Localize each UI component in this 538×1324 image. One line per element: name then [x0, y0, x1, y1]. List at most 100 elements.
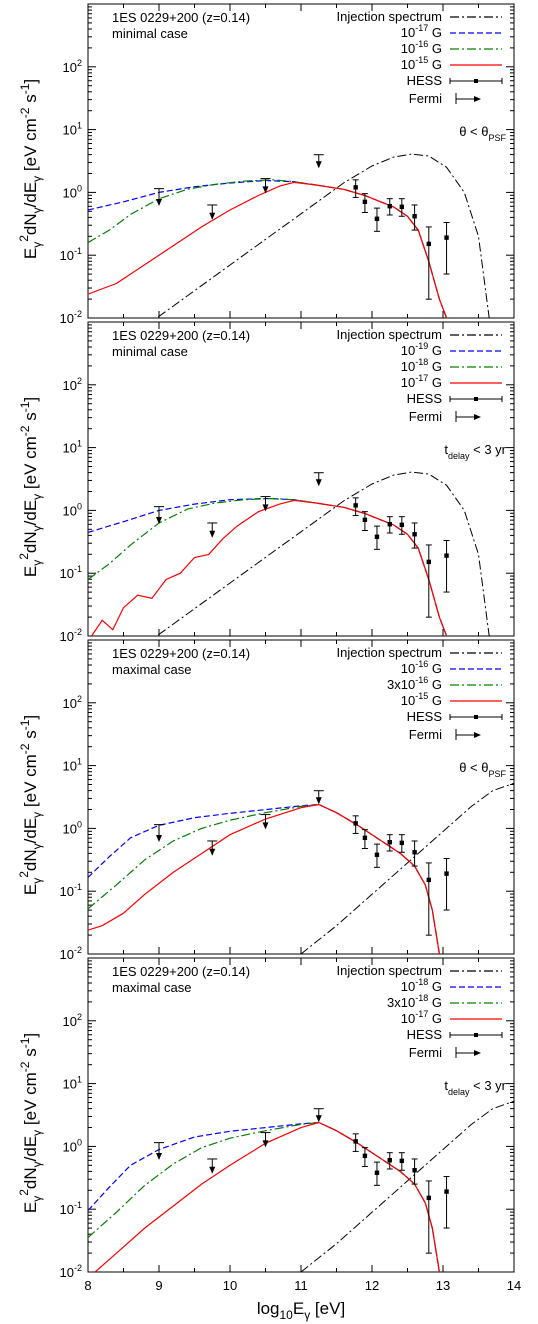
y-tick-label: 102 [63, 58, 82, 75]
y-axis-label: Eγ2dNγ/dEγ [eV cm-2 s-1] [17, 1033, 44, 1213]
fermi-arrow [156, 198, 162, 206]
hess-point [444, 871, 449, 876]
fermi-arrow [156, 834, 162, 842]
fermi-arrow [315, 1115, 322, 1123]
legend-label: Injection spectrum [337, 963, 443, 978]
y-tick-label: 101 [63, 121, 82, 138]
cut-label: θ < θPSF [459, 760, 506, 779]
series-line-2 [88, 803, 440, 954]
fermi-arrow [262, 822, 269, 830]
legend-label: 10-15 G [401, 691, 442, 708]
case-label: minimal case [112, 344, 188, 359]
hess-point [399, 840, 405, 846]
legend-label: 10-18 G [401, 977, 442, 994]
legend-label: HESS [407, 391, 443, 406]
series-line-1 [88, 497, 448, 636]
fermi-arrow [209, 212, 216, 220]
legend-label: Injection spectrum [337, 327, 443, 342]
y-tick-label: 10-1 [60, 882, 82, 899]
chart-panel-2: 10-2 10-1 100 101 102 Eγ2dNγ/dEγ [eV cm-2 s-1… [17, 321, 515, 644]
y-tick-label: 10-1 [60, 564, 82, 581]
legend-label: 10-17 G [401, 23, 442, 40]
y-axis-label: Eγ2dNγ/dEγ [eV cm-2 s-1] [17, 715, 44, 895]
hess-point [412, 1168, 417, 1173]
fermi-arrow [209, 1166, 216, 1174]
case-label: maximal case [112, 980, 191, 995]
y-axis-label: Eγ2dNγ/dEγ [eV cm-2 s-1] [17, 397, 44, 577]
cut-label: tdelay < 3 yr [444, 442, 506, 461]
hess-point [362, 199, 368, 205]
hess-point [412, 214, 417, 219]
series-line-3 [88, 803, 440, 954]
y-tick-label: 100 [63, 1137, 82, 1154]
plot-frame [87, 639, 515, 955]
hess-point [387, 522, 392, 527]
hess-point [374, 216, 380, 221]
legend-label: HESS [407, 73, 443, 88]
series-line-0 [300, 1100, 514, 1272]
series-line-0 [300, 782, 514, 954]
series-line-0 [155, 153, 490, 318]
fermi-arrow [315, 161, 322, 169]
fermi-arrow [262, 186, 269, 194]
legend-swatch [474, 96, 481, 102]
chart-panel-3: 10-2 10-1 100 101 102 Eγ2dNγ/dEγ [eV cm-2 s-1… [17, 639, 515, 962]
cut-label: tdelay < 3 yr [444, 1078, 506, 1097]
hess-point [412, 850, 417, 855]
x-tick-label: 13 [436, 1278, 450, 1293]
y-tick-label: 100 [63, 501, 82, 518]
y-tick-label: 101 [63, 757, 82, 774]
x-tick-label: 8 [84, 1278, 91, 1293]
source-label: 1ES 0229+200 (z=0.14) [112, 328, 250, 343]
legend-label: Fermi [409, 409, 442, 424]
legend-label: Injection spectrum [337, 9, 443, 24]
hess-point [353, 503, 358, 508]
y-tick-label: 100 [63, 819, 82, 836]
legend-label: HESS [407, 1027, 443, 1042]
legend-label: Fermi [409, 91, 442, 106]
hess-point [362, 1153, 368, 1159]
hess-point [399, 204, 405, 210]
y-tick-label: 101 [63, 1075, 82, 1092]
source-label: 1ES 0229+200 (z=0.14) [112, 10, 250, 25]
chart-panel-1: 10-2 10-1 100 101 102 Eγ2dNγ/dEγ [eV cm-2 s-1… [17, 3, 515, 326]
fermi-arrow [209, 530, 216, 538]
y-tick-label: 10-2 [60, 627, 82, 644]
legend-label: 10-15 G [401, 55, 442, 72]
hess-point [426, 1195, 431, 1201]
fermi-arrow [262, 504, 269, 512]
legend-swatch [474, 732, 481, 738]
y-tick-label: 100 [63, 183, 82, 200]
x-tick-label: 11 [294, 1278, 308, 1293]
hess-point [374, 1170, 380, 1175]
x-tick-label: 10 [223, 1278, 237, 1293]
hess-point [387, 840, 392, 845]
fermi-arrow [209, 848, 216, 856]
curves [88, 153, 490, 318]
hess-point [362, 835, 368, 841]
legend-label: 3x10-18 G [387, 993, 442, 1010]
hess-point [412, 532, 417, 537]
legend-label: 3x10-16 G [387, 675, 442, 692]
case-label: maximal case [112, 662, 191, 677]
hess-point [353, 1139, 358, 1144]
hess-point [353, 185, 358, 190]
hess-point [374, 852, 380, 857]
y-tick-label: 10-1 [60, 1200, 82, 1217]
cut-label: θ < θPSF [459, 124, 506, 143]
y-tick-label: 102 [63, 694, 82, 711]
fermi-arrow [156, 1152, 162, 1160]
hess-point [387, 1158, 392, 1163]
legend-swatch [474, 1050, 481, 1056]
legend-swatch [474, 397, 478, 401]
hess-point [444, 553, 449, 558]
series-line-3 [88, 181, 448, 318]
y-tick-label: 101 [63, 439, 82, 456]
chart-panel-4: 8 9 10 11 12 13 14 10-2 10-1 100 101 102 Eγ2dNγ/dEγ … [17, 957, 521, 1293]
y-tick-label: 10-2 [60, 945, 82, 962]
legend-label: 10-17 G [401, 373, 442, 390]
plot-frame [87, 957, 515, 1273]
legend-label: HESS [407, 709, 443, 724]
fermi-arrow [156, 516, 162, 524]
hess-point [399, 522, 405, 528]
